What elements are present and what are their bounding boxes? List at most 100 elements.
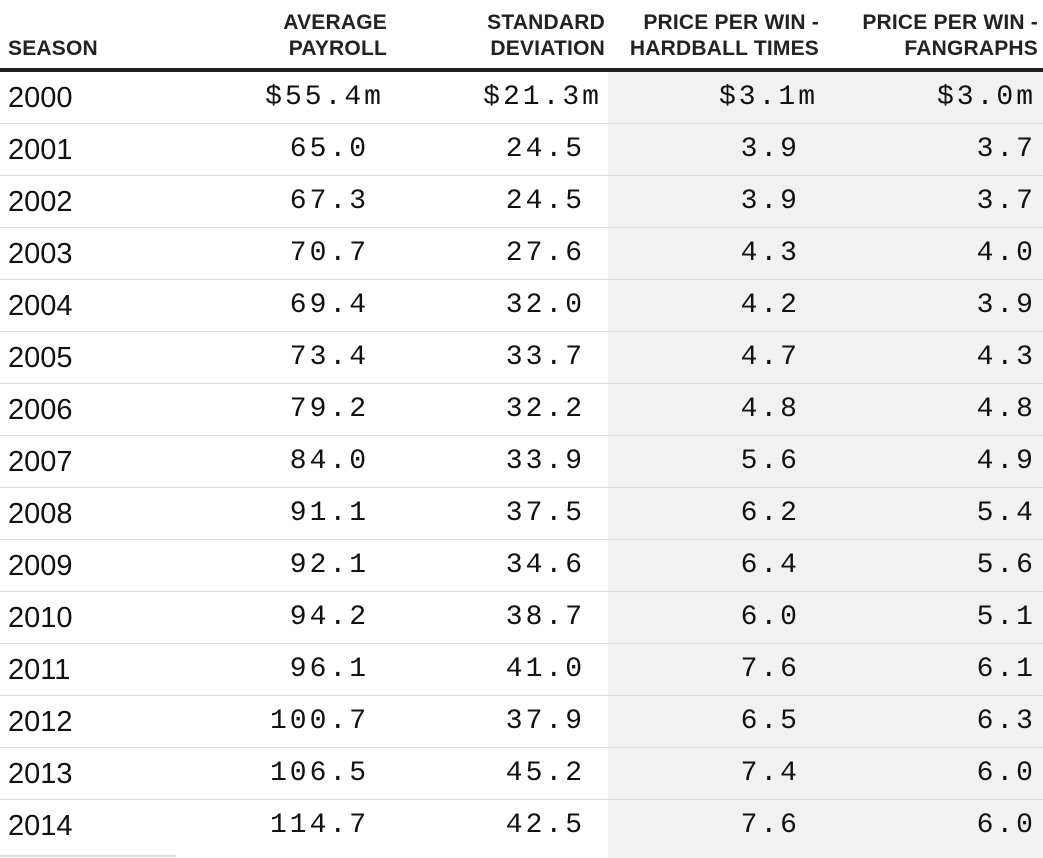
- average-payroll-cell: 79.2: [289, 394, 369, 425]
- season-cell: 2008: [8, 498, 73, 530]
- standard-deviation-cell: 45.2: [505, 758, 585, 789]
- price-per-win-hardball-cell: 4.8: [740, 394, 800, 425]
- standard-deviation-cell: 34.6: [505, 550, 585, 581]
- data-table: SEASON AVERAGE PAYROLL STANDARD DEVIATIO…: [0, 0, 1043, 72]
- footer-rule: [0, 855, 176, 857]
- season-cell: 2003: [8, 238, 73, 270]
- header-line-2: FANGRAPHS: [904, 37, 1038, 60]
- price-per-win-fangraphs-cell: 3.9: [976, 290, 1036, 321]
- standard-deviation-cell: 32.2: [505, 394, 585, 425]
- header-line-2: PAYROLL: [288, 37, 387, 60]
- table-row: 2013 106.5 45.2 7.4 6.0: [0, 748, 1043, 800]
- price-per-win-fangraphs-cell: 3.7: [976, 186, 1036, 217]
- header-line-1: PRICE PER WIN -: [643, 11, 819, 34]
- header-line-1: STANDARD: [487, 11, 605, 34]
- average-payroll-cell: 69.4: [289, 290, 369, 321]
- average-payroll-cell: 92.1: [289, 550, 369, 581]
- price-per-win-hardball-cell: 4.7: [740, 342, 800, 373]
- price-per-win-hardball-cell: 7.6: [740, 810, 800, 841]
- table-row: 2008 91.1 37.5 6.2 5.4: [0, 488, 1043, 540]
- table-row: 2009 92.1 34.6 6.4 5.6: [0, 540, 1043, 592]
- price-per-win-fangraphs-cell: 6.0: [976, 758, 1036, 789]
- column-header-price-per-win-fangraphs: PRICE PER WIN - FANGRAPHS: [862, 10, 1038, 62]
- average-payroll-cell: 96.1: [289, 654, 369, 685]
- season-cell: 2007: [8, 446, 73, 478]
- header-line-2: DEVIATION: [490, 37, 605, 60]
- average-payroll-cell: 100.7: [269, 706, 369, 737]
- price-per-win-hardball-cell: 6.5: [740, 706, 800, 737]
- season-cell: 2012: [8, 706, 73, 738]
- price-per-win-fangraphs-cell: 4.0: [976, 238, 1036, 269]
- shaded-price-columns-background: [608, 72, 1043, 858]
- table-row: 2000 $55.4m $21.3m $3.1m $3.0m: [0, 72, 1043, 124]
- standard-deviation-cell: 33.7: [505, 342, 585, 373]
- standard-deviation-cell: $21.3m: [483, 82, 602, 113]
- table-row: 2005 73.4 33.7 4.7 4.3: [0, 332, 1043, 384]
- table-row: 2010 94.2 38.7 6.0 5.1: [0, 592, 1043, 644]
- price-per-win-hardball-cell: 7.4: [740, 758, 800, 789]
- price-per-win-hardball-cell: 6.4: [740, 550, 800, 581]
- standard-deviation-cell: 24.5: [505, 186, 585, 217]
- standard-deviation-cell: 33.9: [505, 446, 585, 477]
- season-cell: 2000: [8, 82, 73, 114]
- header-line-1: PRICE PER WIN -: [862, 11, 1038, 34]
- standard-deviation-cell: 32.0: [505, 290, 585, 321]
- average-payroll-cell: $55.4m: [265, 82, 384, 113]
- table-row: 2012 100.7 37.9 6.5 6.3: [0, 696, 1043, 748]
- header-line-2: HARDBALL TIMES: [629, 37, 819, 60]
- column-header-average-payroll: AVERAGE PAYROLL: [283, 10, 387, 62]
- price-per-win-hardball-cell: $3.1m: [718, 82, 818, 113]
- standard-deviation-cell: 37.9: [505, 706, 585, 737]
- table-row: 2006 79.2 32.2 4.8 4.8: [0, 384, 1043, 436]
- header-line-2: SEASON: [8, 37, 98, 60]
- price-per-win-fangraphs-cell: 6.0: [976, 810, 1036, 841]
- column-header-price-per-win-hardball-times: PRICE PER WIN - HARDBALL TIMES: [630, 10, 819, 62]
- price-per-win-hardball-cell: 6.0: [740, 602, 800, 633]
- header-line-1: AVERAGE: [283, 11, 387, 34]
- season-cell: 2001: [8, 134, 73, 166]
- price-per-win-hardball-cell: 3.9: [740, 186, 800, 217]
- season-cell: 2006: [8, 394, 73, 426]
- season-cell: 2014: [8, 810, 73, 842]
- price-per-win-hardball-cell: 6.2: [740, 498, 800, 529]
- table-row: 2003 70.7 27.6 4.3 4.0: [0, 228, 1043, 280]
- column-header-season: SEASON: [8, 36, 98, 62]
- season-cell: 2002: [8, 186, 73, 218]
- average-payroll-cell: 94.2: [289, 602, 369, 633]
- price-per-win-fangraphs-cell: 5.4: [976, 498, 1036, 529]
- standard-deviation-cell: 24.5: [505, 134, 585, 165]
- standard-deviation-cell: 42.5: [505, 810, 585, 841]
- standard-deviation-cell: 37.5: [505, 498, 585, 529]
- standard-deviation-cell: 38.7: [505, 602, 585, 633]
- season-cell: 2010: [8, 602, 73, 634]
- price-per-win-hardball-cell: 5.6: [740, 446, 800, 477]
- standard-deviation-cell: 27.6: [505, 238, 585, 269]
- average-payroll-cell: 91.1: [289, 498, 369, 529]
- season-cell: 2004: [8, 290, 73, 322]
- column-header-standard-deviation: STANDARD DEVIATION: [487, 10, 605, 62]
- table-row: 2001 65.0 24.5 3.9 3.7: [0, 124, 1043, 176]
- table-row: 2014 114.7 42.5 7.6 6.0: [0, 800, 1043, 852]
- price-per-win-fangraphs-cell: 4.8: [976, 394, 1036, 425]
- price-per-win-fangraphs-cell: 6.3: [976, 706, 1036, 737]
- price-per-win-fangraphs-cell: $3.0m: [936, 82, 1036, 113]
- price-per-win-hardball-cell: 4.3: [740, 238, 800, 269]
- price-per-win-hardball-cell: 7.6: [740, 654, 800, 685]
- price-per-win-fangraphs-cell: 5.6: [976, 550, 1036, 581]
- average-payroll-cell: 67.3: [289, 186, 369, 217]
- average-payroll-cell: 73.4: [289, 342, 369, 373]
- table-row: 2002 67.3 24.5 3.9 3.7: [0, 176, 1043, 228]
- price-per-win-fangraphs-cell: 6.1: [976, 654, 1036, 685]
- average-payroll-cell: 70.7: [289, 238, 369, 269]
- season-cell: 2011: [8, 654, 71, 686]
- average-payroll-cell: 84.0: [289, 446, 369, 477]
- table-row: 2004 69.4 32.0 4.2 3.9: [0, 280, 1043, 332]
- average-payroll-cell: 65.0: [289, 134, 369, 165]
- price-per-win-fangraphs-cell: 3.7: [976, 134, 1036, 165]
- table-row: 2007 84.0 33.9 5.6 4.9: [0, 436, 1043, 488]
- average-payroll-cell: 114.7: [269, 810, 369, 841]
- price-per-win-fangraphs-cell: 5.1: [976, 602, 1036, 633]
- table-header: SEASON AVERAGE PAYROLL STANDARD DEVIATIO…: [0, 0, 1043, 72]
- average-payroll-cell: 106.5: [269, 758, 369, 789]
- price-per-win-fangraphs-cell: 4.9: [976, 446, 1036, 477]
